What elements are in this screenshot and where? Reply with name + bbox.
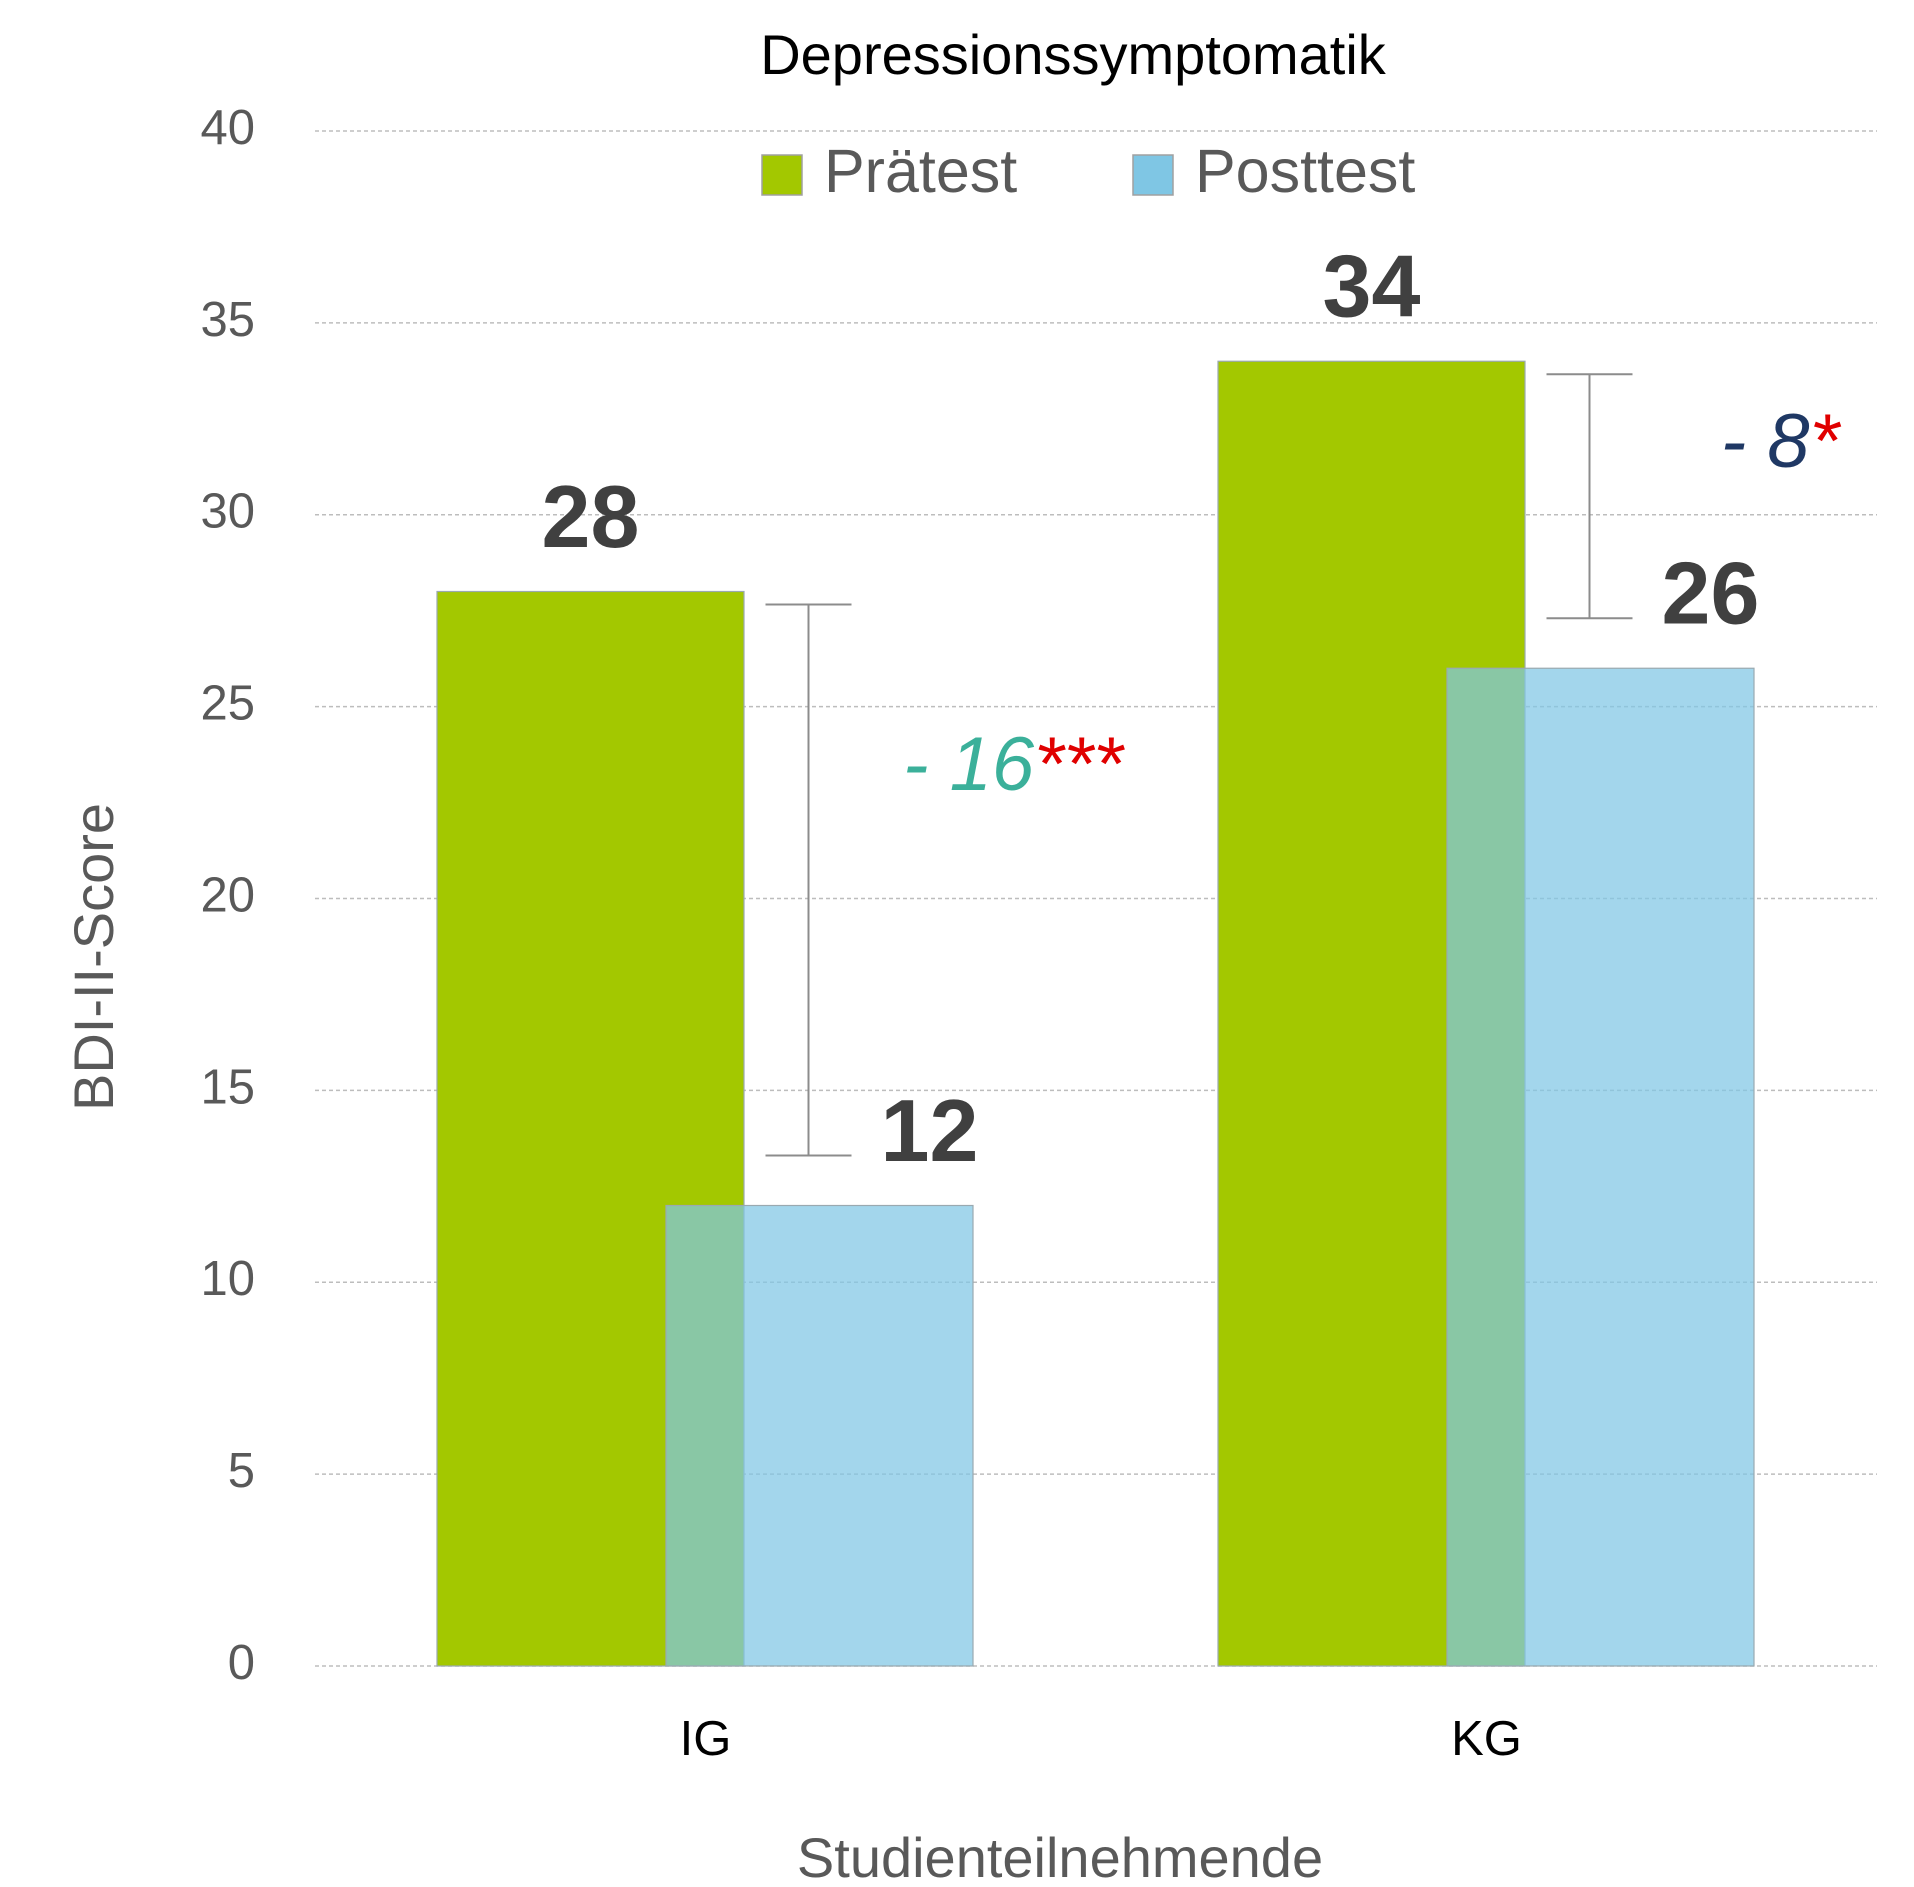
bar — [665, 1204, 974, 1667]
data-label: 34 — [1323, 237, 1421, 336]
annotation-text: - 8 — [1721, 399, 1810, 484]
y-tick-label: 0 — [228, 1636, 255, 1690]
legend-swatch — [1132, 154, 1174, 196]
annotation-text: - 16 — [903, 722, 1035, 807]
data-label: 28 — [542, 467, 640, 566]
annotation: - 8* — [1721, 399, 1842, 484]
y-tick-label: 35 — [200, 293, 255, 347]
annotation-stars: * — [1810, 399, 1842, 484]
legend-swatch — [761, 154, 803, 196]
chart-title: Depressionssymptomatik — [760, 23, 1387, 86]
data-label: 26 — [1662, 544, 1760, 643]
bar — [1446, 667, 1755, 1667]
data-label: 12 — [881, 1081, 979, 1180]
y-tick-label: 15 — [200, 1060, 255, 1114]
annotation-stars: *** — [1034, 722, 1125, 807]
legend-label: Prätest — [824, 137, 1017, 205]
annotation: - 16*** — [903, 722, 1125, 807]
y-tick-label: 30 — [200, 485, 255, 539]
y-tick-label: 5 — [228, 1444, 255, 1498]
y-tick-label: 10 — [200, 1252, 255, 1306]
x-tick-label: IG — [680, 1712, 732, 1766]
legend-label: Posttest — [1195, 137, 1415, 205]
y-tick-label: 40 — [200, 101, 255, 155]
y-tick-label: 20 — [200, 868, 255, 922]
x-axis-label: Studienteilnehmende — [797, 1826, 1323, 1887]
x-tick-label: KG — [1451, 1712, 1522, 1766]
y-tick-label: 25 — [200, 677, 255, 731]
y-axis-label: BDI-II-Score — [62, 803, 125, 1111]
